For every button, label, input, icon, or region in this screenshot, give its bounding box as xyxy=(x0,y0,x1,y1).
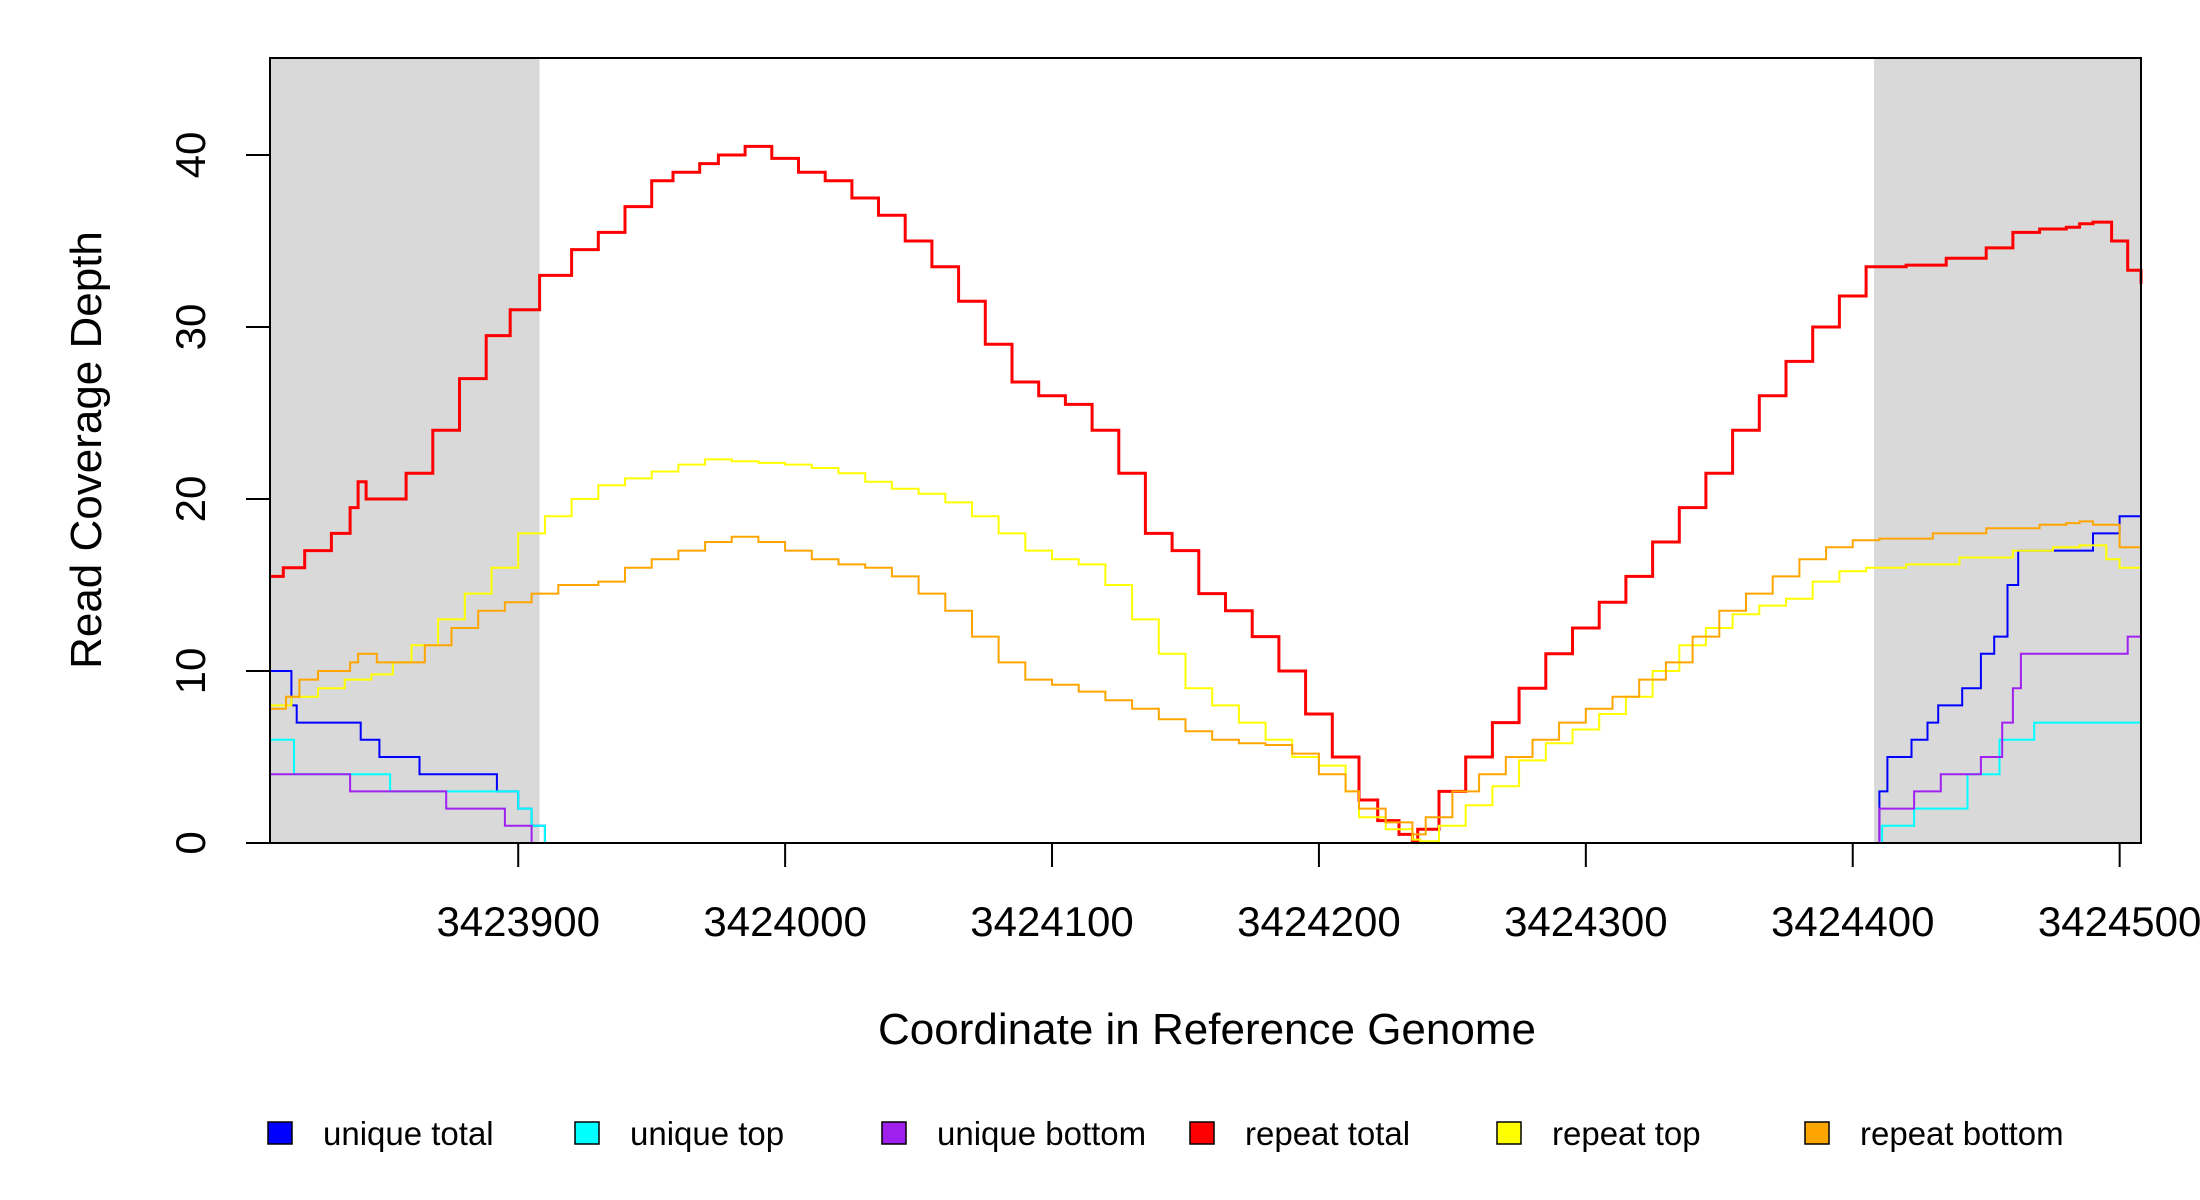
y-tick-label-2: 20 xyxy=(167,476,214,523)
legend-label-5: repeat bottom xyxy=(1860,1115,2064,1152)
legend-label-1: unique top xyxy=(630,1115,784,1152)
x-axis: 3423900 3424000 3424100 3424200 3424300 34244… xyxy=(436,842,2200,945)
legend-swatch-2 xyxy=(881,1121,907,1145)
x-tick-label-3: 3424200 xyxy=(1237,898,1401,945)
x-tick-label-2: 3424100 xyxy=(970,898,1134,945)
legend-swatch-4 xyxy=(1496,1121,1522,1145)
legend-item-unique-total: unique total xyxy=(267,1115,494,1152)
series-lines xyxy=(270,144,2143,844)
series-line-unique-bottom xyxy=(270,619,2142,844)
legend-swatch-5 xyxy=(1804,1121,1830,1145)
shaded-regions xyxy=(270,58,2141,843)
legend-item-unique-top: unique top xyxy=(574,1115,784,1152)
y-tick-label-0: 0 xyxy=(167,831,214,854)
legend-label-3: repeat total xyxy=(1245,1115,1410,1152)
y-axis: 0 10 20 30 40 xyxy=(167,132,271,855)
legend: unique total unique top unique bottom repea… xyxy=(267,1115,2064,1152)
legend-item-repeat-bottom: repeat bottom xyxy=(1804,1115,2064,1152)
y-tick-label-4: 40 xyxy=(167,132,214,179)
legend-item-unique-bottom: unique bottom xyxy=(881,1115,1146,1152)
x-tick-label-6: 3424500 xyxy=(2038,898,2200,945)
series-line-unique-total xyxy=(270,499,2142,844)
x-axis-title: Coordinate in Reference Genome xyxy=(878,1005,1536,1054)
shaded-region-0 xyxy=(270,58,540,843)
series-line-repeat-bottom xyxy=(270,520,2142,836)
y-tick-label-3: 30 xyxy=(167,304,214,351)
legend-swatch-3 xyxy=(1189,1121,1215,1145)
y-tick-label-1: 10 xyxy=(167,648,214,695)
y-axis-title: Read Coverage Depth xyxy=(62,231,111,669)
legend-label-4: repeat top xyxy=(1552,1115,1701,1152)
legend-swatch-1 xyxy=(574,1121,600,1145)
plot-frame xyxy=(269,57,2142,844)
legend-item-repeat-total: repeat total xyxy=(1189,1115,1410,1152)
x-tick-label-4: 3424300 xyxy=(1504,898,1668,945)
x-tick-label-1: 3424000 xyxy=(703,898,867,945)
legend-item-repeat-top: repeat top xyxy=(1496,1115,1701,1152)
series-line-unique-top xyxy=(270,721,2141,844)
series-line-repeat-top xyxy=(270,458,2142,843)
legend-label-0: unique total xyxy=(323,1115,494,1152)
x-tick-label-5: 3424400 xyxy=(1771,898,1935,945)
legend-swatch-0 xyxy=(267,1121,293,1145)
series-line-repeat-total xyxy=(270,144,2143,843)
legend-label-2: unique bottom xyxy=(937,1115,1146,1152)
x-tick-label-0: 3423900 xyxy=(436,898,600,945)
shaded-region-1 xyxy=(1874,58,2141,843)
